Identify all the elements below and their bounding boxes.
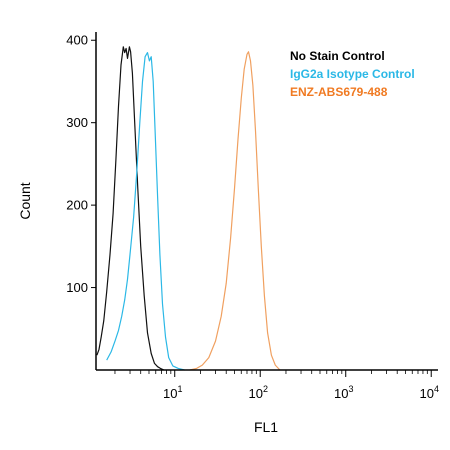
y-tick-label: 300 — [66, 115, 88, 130]
series-line-2 — [106, 51, 185, 371]
y-axis-ticks: 100 200 300 400 — [66, 33, 96, 295]
legend-entry-2: IgG2a Isotype Control — [290, 67, 415, 81]
x-axis-title: FL1 — [254, 419, 278, 435]
legend: No Stain Control IgG2a Isotype Control ENZ… — [290, 49, 415, 99]
y-axis-title: Count — [17, 182, 33, 219]
legend-entry-1: No Stain Control — [290, 49, 385, 63]
y-tick-label: 200 — [66, 198, 88, 213]
series-line-3 — [189, 51, 281, 371]
series-line-1 — [96, 46, 165, 371]
x-tick-label: 104 — [419, 384, 438, 401]
x-axis-ticks: 101 102 103 104 — [114, 370, 439, 401]
x-tick-label: 102 — [248, 384, 267, 401]
x-tick-label: 103 — [334, 384, 353, 401]
legend-entry-3: ENZ-ABS679-488 — [290, 85, 388, 99]
x-tick-label: 101 — [163, 384, 182, 401]
y-tick-label: 400 — [66, 33, 88, 48]
plot-area — [96, 46, 281, 371]
y-tick-label: 100 — [66, 280, 88, 295]
